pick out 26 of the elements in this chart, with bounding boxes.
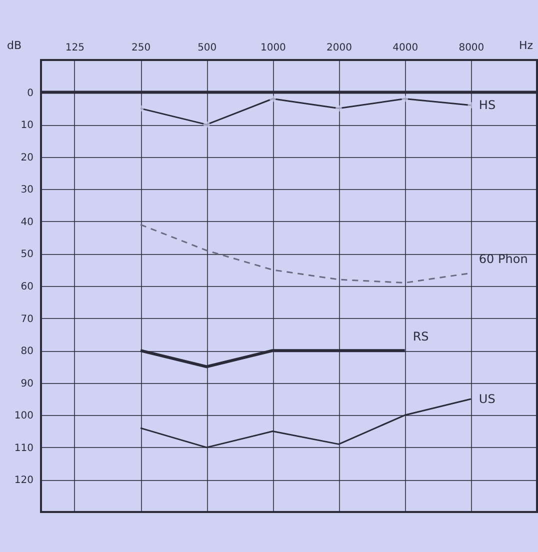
x-tick-label: 250: [131, 42, 151, 54]
y-tick-label: 50: [20, 249, 34, 260]
series-label: 60 Phon: [478, 252, 528, 266]
x-tick-label: 500: [198, 42, 217, 54]
y-tick-label: 20: [20, 152, 34, 164]
x-tick-label: 1000: [260, 42, 286, 54]
series-label: US: [478, 392, 496, 406]
series-label: HS: [478, 98, 496, 112]
x-tick-label: 4000: [392, 42, 418, 54]
y-tick-label: 110: [14, 442, 34, 454]
y-axis-title: dB: [7, 39, 22, 52]
y-tick-label: 70: [20, 314, 34, 325]
x-tick-label: 2000: [326, 42, 352, 54]
x-tick-label: 125: [65, 42, 85, 54]
y-tick-label: 40: [20, 216, 34, 228]
y-tick-label: 100: [14, 410, 34, 422]
y-tick-label: 0: [27, 88, 34, 99]
x-axis-title: Hz: [519, 39, 534, 52]
y-tick-label: 10: [20, 120, 34, 132]
y-tick-label: 80: [20, 346, 34, 358]
y-tick-label: 90: [20, 378, 34, 390]
series-label: RS: [412, 330, 429, 344]
y-tick-label: 120: [14, 475, 34, 486]
x-tick-label: 8000: [458, 42, 484, 54]
y-tick-label: 60: [20, 282, 34, 292]
y-tick-label: 30: [20, 184, 34, 196]
